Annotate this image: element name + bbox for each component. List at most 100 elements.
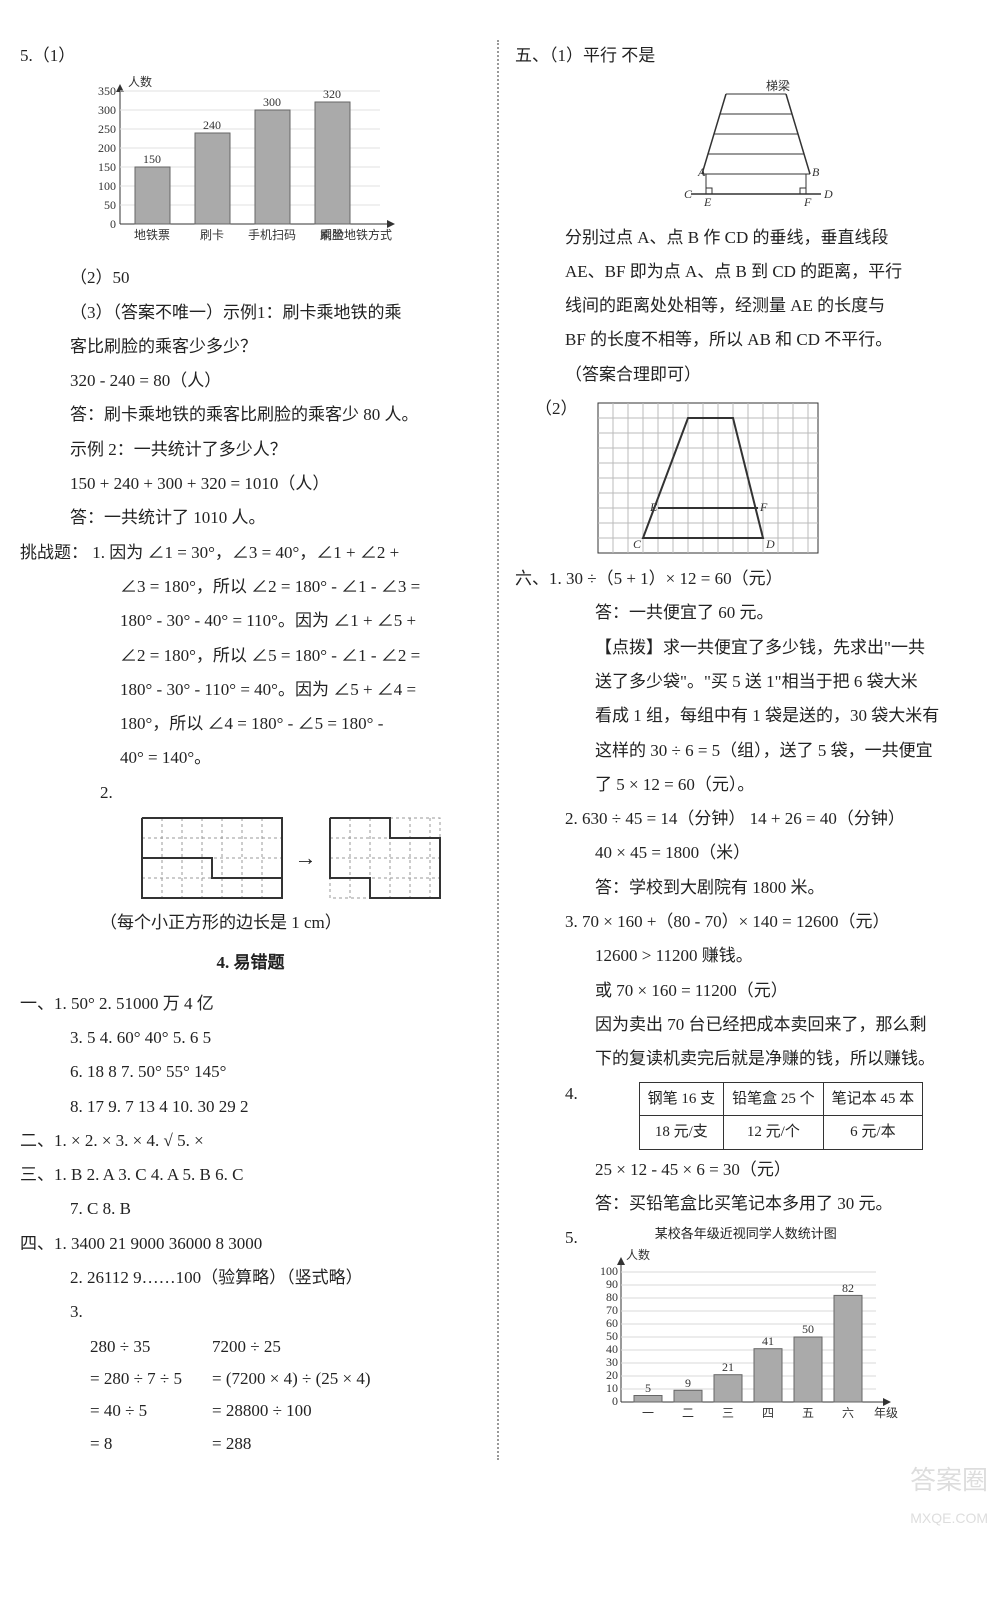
tz2-fig-left (137, 813, 287, 903)
svg-text:B: B (812, 165, 820, 179)
s6-5-label: 5. (565, 1222, 578, 1254)
svg-text:200: 200 (98, 141, 116, 155)
s5-1a: 五、（1）平行 不是 (515, 40, 976, 72)
s6-3c: 或 70 × 160 = 11200（元） (515, 975, 976, 1007)
svg-text:地铁票: 地铁票 (134, 228, 170, 242)
s3-1: 三、1. B 2. A 3. C 4. A 5. B 6. C (20, 1159, 481, 1191)
svg-text:60: 60 (606, 1316, 618, 1330)
s4-1: 四、1. 3400 21 9000 36000 8 3000 (20, 1228, 481, 1260)
svg-text:150: 150 (98, 160, 116, 174)
svg-text:10: 10 (606, 1381, 618, 1395)
watermark-sub: MXQE.COM (910, 1505, 988, 1532)
table-row: 18 元/支 12 元/个 6 元/本 (639, 1116, 923, 1150)
svg-text:50: 50 (606, 1329, 618, 1343)
svg-text:刷卡: 刷卡 (200, 228, 224, 242)
q5-3a: （3）（答案不唯一）示例1：刷卡乘地铁的乘 (20, 297, 481, 329)
svg-text:梯梁: 梯梁 (766, 78, 790, 93)
chart1-container: 人数 50 100 150 200 250 (80, 74, 481, 254)
svg-text:80: 80 (606, 1290, 618, 1304)
q5-3d: 答：刷卡乘地铁的乘客比刷脸的乘客少 80 人。 (20, 399, 481, 431)
s6-3d: 因为卖出 70 台已经把成本卖回来了，那么剩 (515, 1009, 976, 1041)
tz1c: 180° - 30° - 40° = 110°。因为 ∠1 + ∠5 + (20, 605, 481, 637)
svg-text:41: 41 (762, 1334, 774, 1348)
svg-text:D: D (823, 187, 833, 201)
table-cell: 铅笔盒 25 个 (724, 1082, 824, 1116)
table-row: 钢笔 16 支 铅笔盒 25 个 笔记本 45 本 (639, 1082, 923, 1116)
s5-1f: （答案合理即可） (515, 359, 976, 391)
svg-text:100: 100 (98, 179, 116, 193)
svg-text:30: 30 (606, 1355, 618, 1369)
tz2-label: 2. (20, 777, 481, 809)
s4-3-label: 3. (70, 1302, 83, 1321)
svg-text:250: 250 (98, 122, 116, 136)
s1-2: 3. 5 4. 60° 40° 5. 6 5 (20, 1022, 481, 1054)
svg-text:一: 一 (642, 1406, 654, 1420)
svg-text:C: C (633, 537, 642, 551)
svg-text:300: 300 (263, 95, 281, 109)
q5-3c: 320 - 240 = 80（人） (20, 365, 481, 397)
s3-2: 7. C 8. B (20, 1193, 481, 1225)
tz-label: 挑战题： (20, 543, 88, 562)
table-cell: 6 元/本 (823, 1116, 923, 1150)
s4-3a1: 280 ÷ 35 (90, 1331, 182, 1363)
table-cell: 钢笔 16 支 (639, 1082, 724, 1116)
s4-3a2: = 280 ÷ 7 ÷ 5 (90, 1363, 182, 1395)
q5-3e: 示例 2：一共统计了多少人？ (20, 434, 481, 466)
s5-1e: BF 的长度不相等，所以 AB 和 CD 不平行。 (515, 324, 976, 356)
svg-text:人数: 人数 (626, 1247, 650, 1262)
tz1a: 1. 因为 ∠1 = 30°，∠3 = 40°，∠1 + ∠2 + (92, 543, 399, 562)
tz2-figures: → (100, 813, 481, 903)
s4-3a3: = 40 ÷ 5 (90, 1395, 182, 1427)
s1-3: 6. 18 8 7. 50° 55° 145° (20, 1056, 481, 1088)
svg-text:5: 5 (645, 1381, 651, 1395)
svg-text:300: 300 (98, 103, 116, 117)
svg-text:年级: 年级 (874, 1406, 898, 1420)
s6-2c: 答：学校到大剧院有 1800 米。 (515, 872, 976, 904)
s6-1d: 送了多少袋"。"买 5 送 1"相当于把 6 袋大米 (515, 666, 976, 698)
table-cell: 12 元/个 (724, 1116, 824, 1150)
s6-2b: 40 × 45 = 1800（米） (515, 837, 976, 869)
trapezoid-fig: 梯梁 A B C D E F (515, 76, 976, 217)
svg-text:350: 350 (98, 84, 116, 98)
table4: 钢笔 16 支 铅笔盒 25 个 笔记本 45 本 18 元/支 12 元/个 … (639, 1082, 924, 1150)
s1-1: 一、1. 50° 2. 51000 万 4 亿 (20, 988, 481, 1020)
q5-2: （2）50 (20, 262, 481, 294)
chart1-svg: 人数 50 100 150 200 250 (80, 74, 410, 254)
q5-label: 5.（1） (20, 46, 75, 65)
s5-2-grid: E F C D (588, 393, 828, 563)
svg-text:二: 二 (682, 1406, 694, 1420)
watermark-main: 答案圈 (910, 1465, 988, 1495)
s4-3-cols: 280 ÷ 35 = 280 ÷ 7 ÷ 5 = 40 ÷ 5 = 8 7200… (20, 1331, 481, 1460)
svg-text:70: 70 (606, 1303, 618, 1317)
s6-4c: 答：买铅笔盒比买笔记本多用了 30 元。 (515, 1188, 976, 1220)
s6-1e: 看成 1 组，每组中有 1 袋是送的，30 袋大米有 (515, 700, 976, 732)
svg-text:D: D (765, 537, 775, 551)
svg-text:六: 六 (842, 1406, 854, 1420)
s5-1b: 分别过点 A、点 B 作 CD 的垂线，垂直线段 (515, 222, 976, 254)
tz2-fig-right (325, 813, 445, 903)
svg-text:五: 五 (802, 1406, 814, 1420)
svg-text:40: 40 (606, 1342, 618, 1356)
chart1-xlabel: 乘坐地铁方式 (320, 227, 392, 242)
svg-text:21: 21 (722, 1360, 734, 1374)
tz1f: 180°，所以 ∠4 = 180° - ∠5 = 180° - (20, 708, 481, 740)
s6-4b: 25 × 12 - 45 × 6 = 30（元） (515, 1154, 976, 1186)
q5-3g: 答：一共统计了 1010 人。 (20, 502, 481, 534)
s6-1c: 【点拨】求一共便宜了多少钱，先求出"一共 (515, 632, 976, 664)
svg-text:0: 0 (110, 217, 116, 231)
chart2-title: 某校各年级近视同学人数统计图 (586, 1222, 906, 1247)
svg-text:手机扫码: 手机扫码 (248, 228, 296, 242)
s4-2: 2. 26112 9……100（验算略）（竖式略） (20, 1262, 481, 1294)
s6-3e: 下的复读机卖完后就是净赚的钱，所以赚钱。 (515, 1043, 976, 1075)
s6-3a: 3. 70 × 160 +（80 - 70）× 140 = 12600（元） (515, 906, 976, 938)
svg-text:150: 150 (143, 152, 161, 166)
svg-text:82: 82 (842, 1281, 854, 1295)
svg-text:E: E (703, 195, 712, 206)
svg-text:50: 50 (104, 198, 116, 212)
q5-3f: 150 + 240 + 300 + 320 = 1010（人） (20, 468, 481, 500)
s6-1a: 六、1. 30 ÷（5 + 1）× 12 = 60（元） (515, 563, 976, 595)
s6-4-label: 4. (565, 1078, 578, 1110)
s2: 二、1. × 2. × 3. × 4. √ 5. × (20, 1125, 481, 1157)
s6-2a: 2. 630 ÷ 45 = 14（分钟） 14 + 26 = 40（分钟） (515, 803, 976, 835)
s5-2-label: （2） (515, 393, 578, 425)
